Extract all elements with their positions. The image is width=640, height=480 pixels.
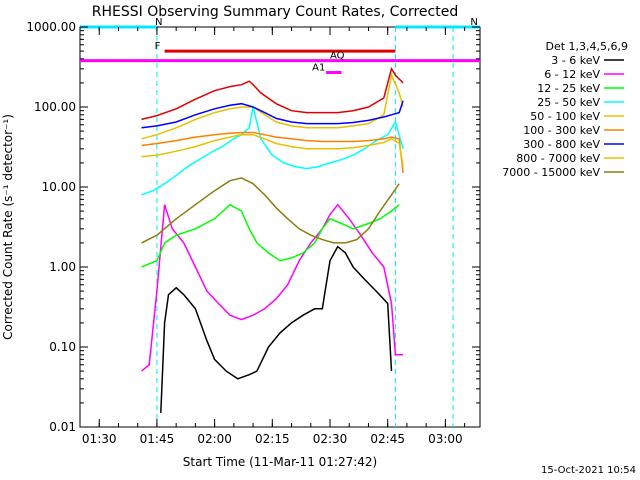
series-line-total bbox=[141, 66, 404, 121]
x-tick-label: 02:15 bbox=[255, 432, 290, 446]
series-line-7 bbox=[141, 100, 404, 129]
y-axis-label: Corrected Count Rate (s⁻¹ detector⁻¹) bbox=[1, 114, 15, 340]
flag-label: N bbox=[470, 17, 477, 28]
legend-title: Det 1,3,4,5,6,9 bbox=[545, 40, 628, 53]
legend-label: 50 - 100 keV bbox=[530, 110, 600, 123]
flag-label: N bbox=[155, 17, 162, 28]
legend-label: 7000 - 15000 keV bbox=[502, 166, 600, 179]
legend-label: 800 - 7000 keV bbox=[516, 152, 600, 165]
x-tick-label: 03:00 bbox=[428, 432, 463, 446]
chart-title: RHESSI Observing Summary Count Rates, Co… bbox=[92, 4, 458, 20]
x-tick-label: 01:30 bbox=[82, 432, 117, 446]
series-lines bbox=[141, 66, 404, 413]
flag-label: F bbox=[155, 41, 161, 52]
x-tick-label: 02:30 bbox=[313, 432, 348, 446]
y-axis: 0.01 0.10 1.00 10.00 100.00 1000.00 bbox=[26, 20, 480, 434]
plot-frame bbox=[79, 26, 481, 428]
x-tick-label: 01:45 bbox=[140, 432, 175, 446]
y-tick-label: 10.00 bbox=[42, 180, 76, 194]
y-tick-label: 1000.00 bbox=[26, 20, 76, 34]
series-line-6 bbox=[141, 131, 404, 173]
y-tick-label: 0.01 bbox=[49, 420, 76, 434]
y-tick-label: 1.00 bbox=[49, 260, 76, 274]
flag-label: A1 bbox=[312, 62, 325, 73]
legend-label: 300 - 800 keV bbox=[523, 138, 600, 151]
series-line-1 bbox=[160, 245, 393, 413]
legend-label: 12 - 25 keV bbox=[537, 82, 600, 95]
series-line-3 bbox=[141, 203, 400, 268]
legend-label: 100 - 300 keV bbox=[523, 124, 600, 137]
series-line-4 bbox=[141, 106, 404, 196]
legend-label: 3 - 6 keV bbox=[551, 54, 600, 67]
legend-label: 6 - 12 keV bbox=[544, 68, 600, 81]
flag-label: AQ bbox=[330, 51, 345, 62]
x-tick-label: 02:45 bbox=[370, 432, 405, 446]
x-axis-label: Start Time (11-Mar-11 01:27:42) bbox=[183, 455, 377, 469]
y-tick-label: 0.10 bbox=[49, 340, 76, 354]
series-line-8 bbox=[141, 133, 404, 167]
series-line-9 bbox=[141, 177, 400, 244]
x-tick-label: 02:00 bbox=[197, 432, 232, 446]
series-line-5 bbox=[141, 72, 404, 140]
series-line-2 bbox=[141, 203, 404, 372]
y-tick-label: 100.00 bbox=[34, 100, 76, 114]
timestamp: 15-Oct-2021 10:54 bbox=[541, 465, 636, 476]
legend-label: 25 - 50 keV bbox=[537, 96, 600, 109]
x-axis: 01:30 01:45 02:00 02:15 02:30 02:45 03:00 bbox=[79, 27, 466, 446]
flag-bars: N N F AQ A1 bbox=[80, 17, 480, 427]
